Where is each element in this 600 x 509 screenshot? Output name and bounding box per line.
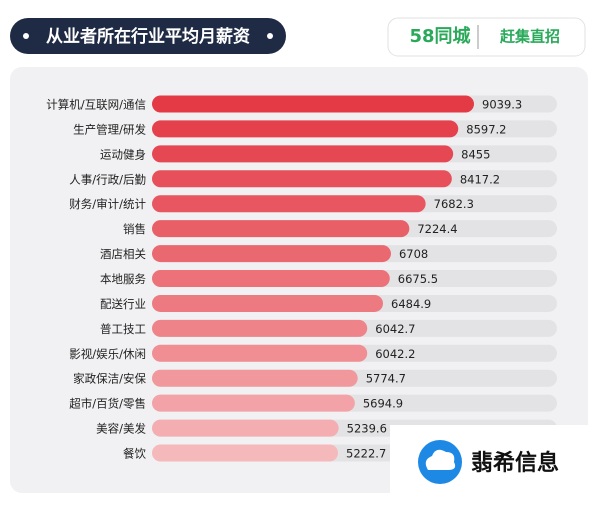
category-label: 计算机/互联网/通信 <box>46 98 146 112</box>
bar <box>152 270 390 288</box>
value-label: 8597.2 <box>466 122 506 136</box>
category-label: 餐饮 <box>123 447 146 461</box>
logo-left: 58同城 <box>409 25 470 47</box>
category-label: 普工技工 <box>100 322 146 336</box>
value-label: 7224.4 <box>417 222 457 236</box>
bar <box>152 319 368 337</box>
value-label: 6708 <box>399 247 428 261</box>
watermark-text: 翡希信息 <box>471 450 559 476</box>
bar <box>152 294 384 312</box>
bar <box>152 369 358 387</box>
bar <box>152 95 474 113</box>
logo-box <box>387 17 586 57</box>
category-label: 配送行业 <box>100 297 146 311</box>
category-label: 财务/审计/统计 <box>69 197 146 211</box>
value-label: 6042.7 <box>375 322 415 336</box>
bar <box>152 245 391 263</box>
value-label: 9039.3 <box>482 98 522 112</box>
category-label: 销售 <box>123 222 146 236</box>
value-label: 5774.7 <box>366 372 406 386</box>
category-label: 超市/百货/零售 <box>69 397 146 411</box>
watermark-cloud <box>425 449 456 470</box>
bar <box>152 195 426 213</box>
bar <box>152 394 355 412</box>
chart-title: 从业者所在行业平均月薪资 <box>46 26 250 47</box>
bars: 计算机/互联网/通信 9039.3 生产管理/研发 8597.2 运动健身 8455 人事/… <box>46 95 557 462</box>
category-label: 家政保洁/安保 <box>73 372 146 386</box>
category-label: 生产管理/研发 <box>73 122 146 136</box>
bar <box>152 344 368 362</box>
dot <box>267 33 273 39</box>
value-label: 6042.2 <box>375 347 415 361</box>
bar <box>152 145 454 163</box>
value-label: 5239.6 <box>347 422 387 436</box>
dot <box>23 33 29 39</box>
bar <box>152 419 339 437</box>
value-label: 7682.3 <box>434 197 474 211</box>
category-label: 人事/行政/后勤 <box>69 172 146 186</box>
category-label: 影视/娱乐/休闲 <box>69 347 146 361</box>
logo-right: 赶集直招 <box>499 28 560 46</box>
value-label: 8417.2 <box>460 172 500 186</box>
category-label: 美容/美发 <box>96 422 146 436</box>
bar <box>152 220 410 238</box>
value-label: 6484.9 <box>391 297 431 311</box>
bar <box>152 170 452 188</box>
category-label: 运动健身 <box>100 147 146 161</box>
value-label: 5694.9 <box>363 397 403 411</box>
category-label: 本地服务 <box>100 272 146 286</box>
bar <box>152 444 339 462</box>
title-pill <box>10 18 286 54</box>
value-label: 8455 <box>461 147 490 161</box>
bar <box>152 120 459 138</box>
value-label: 6675.5 <box>398 272 438 286</box>
category-label: 酒店相关 <box>100 247 146 261</box>
value-label: 5222.7 <box>346 447 386 461</box>
